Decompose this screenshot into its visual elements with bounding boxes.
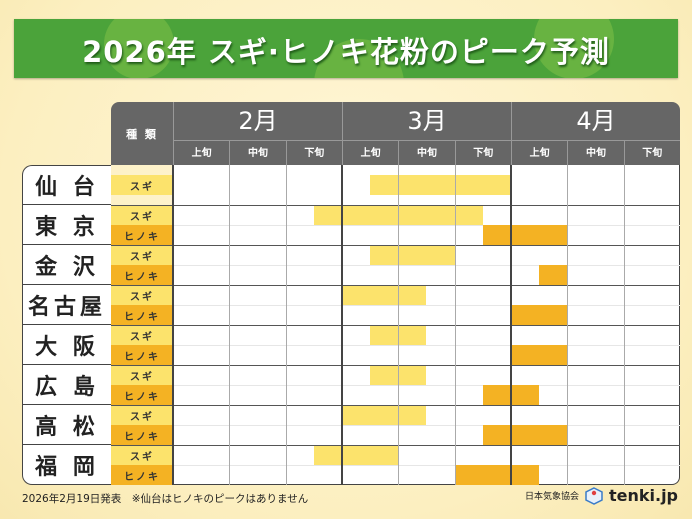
decade-divider <box>398 165 400 485</box>
type-label: スギ <box>111 245 173 265</box>
city-label: 大 阪 <box>22 325 111 365</box>
row-divider <box>173 345 680 346</box>
decade-divider <box>623 165 625 485</box>
month-header: 4月 <box>510 102 680 140</box>
city-label: 広 島 <box>22 365 111 405</box>
decade-header: 上旬 <box>510 140 568 165</box>
decade-header: 中旬 <box>567 140 624 165</box>
decade-header: 中旬 <box>229 140 286 165</box>
peak-bar-hinoki <box>454 465 540 485</box>
city-label: 名古屋 <box>22 285 111 325</box>
peak-bar-sugi <box>370 325 427 345</box>
decade-header: 上旬 <box>173 140 230 165</box>
row-divider <box>173 385 680 386</box>
city-label: 福 岡 <box>22 445 111 485</box>
peak-bar-hinoki <box>510 305 568 325</box>
decade-header: 下旬 <box>623 140 680 165</box>
decade-header: 下旬 <box>285 140 342 165</box>
city-divider <box>111 445 680 446</box>
row-divider <box>173 225 680 226</box>
type-label: ヒノキ <box>111 345 173 365</box>
peak-bar-sugi <box>370 245 455 265</box>
city-divider <box>111 205 680 206</box>
decade-header: 中旬 <box>398 140 455 165</box>
type-label: スギ <box>111 365 173 385</box>
city-label: 仙 台 <box>22 165 111 205</box>
decade-divider <box>567 165 569 485</box>
type-label: スギ <box>111 325 173 345</box>
city-label: 金 沢 <box>22 245 111 285</box>
type-label: ヒノキ <box>111 465 173 485</box>
decade-divider <box>454 165 456 485</box>
tenki-logo: tenki.jp <box>608 486 678 505</box>
peak-bar-sugi <box>341 285 427 305</box>
title-banner: 2026年 スギ·ヒノキ花粉のピーク予測 <box>14 19 678 78</box>
tenki-logo-icon <box>585 486 603 505</box>
type-column-divider <box>172 165 174 485</box>
peak-bar-hinoki <box>482 225 568 245</box>
city-divider <box>111 405 680 406</box>
type-label: スギ <box>111 405 173 425</box>
row-divider <box>173 265 680 266</box>
city-divider <box>111 285 680 286</box>
city-label: 高 松 <box>22 405 111 445</box>
type-label: ヒノキ <box>111 305 173 325</box>
city-divider <box>111 325 680 326</box>
row-divider <box>173 425 680 426</box>
type-label: スギ <box>111 445 173 465</box>
peak-bar-sugi <box>313 205 483 225</box>
month-header: 2月 <box>173 102 342 140</box>
type-label: スギ <box>111 205 173 225</box>
type-label: ヒノキ <box>111 225 173 245</box>
type-label: ヒノキ <box>111 425 173 445</box>
peak-bar-sugi <box>370 175 511 195</box>
month-header: 3月 <box>341 102 511 140</box>
decade-header: 下旬 <box>454 140 511 165</box>
decade-divider <box>285 165 287 485</box>
type-label: ヒノキ <box>111 385 173 405</box>
decade-divider <box>229 165 231 485</box>
peak-bar-sugi <box>341 405 427 425</box>
pollen-peak-table: 種 類 2月 上旬 中旬 下旬 3月 上旬 中旬 下旬 4月 上旬 中旬 下旬仙 台スギ東 京スギ ヒノキ… <box>22 102 680 486</box>
type-label: スギ <box>111 175 173 195</box>
type-header: 種 類 <box>111 102 173 165</box>
footer-note: 2026年2月19日発表 ※仙台はヒノキのピークはありません <box>22 493 309 505</box>
month-divider <box>509 165 512 485</box>
decade-header: 上旬 <box>341 140 399 165</box>
peak-bar-sugi <box>370 365 427 385</box>
city-divider <box>111 365 680 366</box>
peak-bar-sugi <box>313 445 399 465</box>
peak-bar-hinoki <box>539 265 568 285</box>
type-label: ヒノキ <box>111 265 173 285</box>
row-divider <box>173 305 680 306</box>
peak-bar-hinoki <box>482 425 568 445</box>
page-title: 2026年 スギ·ヒノキ花粉のピーク予測 <box>82 35 610 69</box>
row-divider <box>173 465 680 466</box>
month-divider <box>340 165 343 485</box>
city-divider <box>111 245 680 246</box>
type-label: スギ <box>111 285 173 305</box>
org-name: 日本気象協会 <box>524 492 579 502</box>
footer-credit: 日本気象協会 tenki.jp <box>525 486 678 505</box>
city-label: 東 京 <box>22 205 111 245</box>
peak-bar-hinoki <box>510 345 568 365</box>
